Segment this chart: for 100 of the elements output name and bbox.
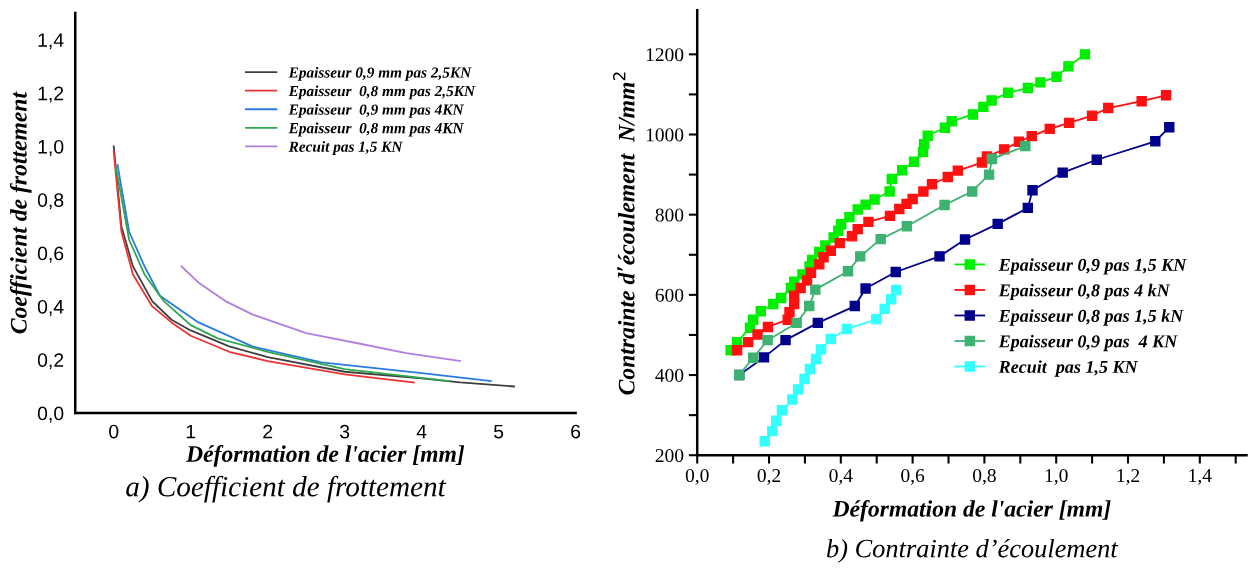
- point: [1026, 130, 1038, 142]
- legend-label: Epaisseur 0,9 pas 4 KN: [998, 334, 1178, 352]
- point: [926, 179, 938, 190]
- point: [791, 317, 802, 329]
- point: [1020, 140, 1031, 152]
- point: [922, 130, 933, 141]
- y-axis-title: Contrainte d’écoulement N/mm$^{2}$: [613, 72, 635, 395]
- y-tick-label: 400: [655, 368, 684, 382]
- line-series: [180, 265, 462, 362]
- y-tick-label: 0,6: [37, 246, 64, 263]
- point: [804, 363, 816, 375]
- point: [983, 169, 995, 180]
- point: [1022, 202, 1034, 214]
- point: [939, 122, 951, 133]
- x-tick-label: 0,8: [973, 468, 996, 485]
- point: [871, 314, 882, 325]
- point: [901, 221, 913, 232]
- point: [1160, 90, 1172, 101]
- x-tick-label: 0,4: [829, 468, 853, 485]
- point: [810, 284, 821, 295]
- text: b) Contrainte d’écoulement: [826, 538, 1119, 563]
- legend-label: Epaisseur 0,8 pas 4 kN: [998, 283, 1171, 301]
- x-tick-label: 4: [416, 424, 427, 439]
- point: [1063, 61, 1074, 72]
- x-tick-label: 3: [339, 424, 350, 439]
- point: [770, 415, 782, 426]
- point: [748, 352, 759, 363]
- point: [907, 193, 918, 205]
- point: [1027, 185, 1038, 196]
- point: [742, 336, 754, 348]
- point: [939, 199, 950, 211]
- point: [1051, 71, 1062, 82]
- point: [908, 156, 920, 167]
- point: [767, 425, 778, 437]
- point: [780, 334, 791, 346]
- legend-label: Epaisseur 0,9 pas 1,5 KN: [998, 258, 1187, 275]
- point: [978, 101, 989, 113]
- legend-label: Recuit pas 1,5 KN: [288, 141, 403, 155]
- point: [1164, 122, 1175, 133]
- point: [805, 267, 817, 279]
- point: [854, 251, 866, 262]
- y-tick-label: 200: [655, 449, 684, 463]
- point: [967, 109, 979, 120]
- point: [884, 186, 895, 197]
- point: [966, 186, 978, 197]
- point: [896, 164, 908, 176]
- point: [998, 144, 1010, 155]
- x-tick-label: 1: [186, 424, 196, 439]
- point: [841, 323, 853, 335]
- point: [731, 344, 743, 356]
- x-tick-label: 1,0: [1045, 468, 1068, 485]
- point: [875, 233, 886, 245]
- y-tick-label: 1,4: [38, 33, 64, 50]
- point: [799, 373, 810, 385]
- x-tick-label: 1,2: [1117, 469, 1140, 485]
- x-axis-title: Déformation de l'acier [mm]: [832, 499, 1111, 522]
- x-tick-label: 0,2: [757, 468, 781, 485]
- point: [942, 171, 954, 183]
- point: [825, 333, 836, 345]
- point: [934, 251, 945, 262]
- point: [946, 116, 957, 127]
- point: [752, 329, 763, 340]
- point: [834, 237, 845, 249]
- point: [860, 283, 871, 294]
- point: [890, 284, 902, 296]
- point: [986, 95, 997, 106]
- point: [835, 219, 847, 230]
- y-tick-label: 0,8: [37, 193, 64, 210]
- point: [1136, 96, 1147, 107]
- y-tick-label: 1200: [646, 48, 684, 62]
- point: [986, 153, 998, 165]
- point: [768, 298, 779, 310]
- point: [884, 210, 896, 222]
- x-tick-label: 0,0: [685, 468, 709, 485]
- legend-label: Epaisseur 0,9 mm pas 2,5KN: [288, 66, 472, 81]
- point: [804, 300, 815, 312]
- point: [1063, 117, 1075, 129]
- point: [825, 245, 836, 256]
- x-tick-label: 0: [109, 424, 119, 439]
- point: [1103, 102, 1114, 114]
- point: [879, 303, 890, 315]
- point: [1086, 110, 1098, 121]
- legend-label: Epaisseur 0,8 pas 1,5 kN: [998, 309, 1184, 326]
- x-tick-label: 0,6: [901, 468, 925, 485]
- point: [755, 306, 766, 317]
- point: [918, 186, 929, 197]
- y-tick-label: 1000: [646, 128, 684, 142]
- point: [762, 321, 774, 333]
- y-tick-label: 0,0: [37, 406, 64, 423]
- y-tick-label: 1,0: [38, 139, 64, 156]
- point: [776, 292, 787, 304]
- point: [1035, 77, 1046, 88]
- point: [762, 334, 773, 346]
- text: a) Coefficient de frottement: [126, 475, 447, 503]
- point: [815, 344, 827, 355]
- point: [812, 317, 824, 329]
- point: [849, 300, 861, 312]
- y-tick-label: 800: [655, 208, 684, 222]
- legend-label: Epaisseur 0,8 mm pas 2,5KN: [288, 85, 476, 100]
- point: [860, 199, 871, 210]
